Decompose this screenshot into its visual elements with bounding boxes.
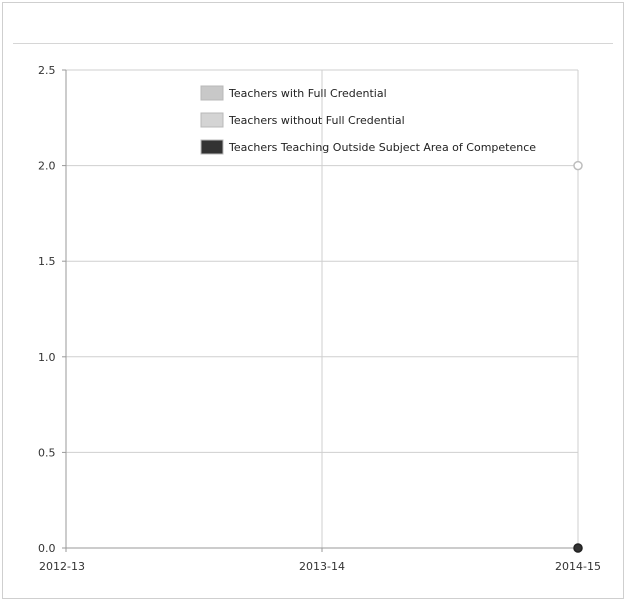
y-tick-label-2: 1.0	[38, 351, 56, 364]
legend-label-1: Teachers without Full Credential	[228, 114, 405, 127]
panel-header-divider	[13, 43, 613, 44]
y-tick-label-3: 1.5	[38, 255, 56, 268]
data-points	[573, 160, 583, 553]
legend-swatch-2	[200, 139, 224, 155]
legend-swatch-1	[200, 112, 224, 128]
legend-swatch-0	[200, 85, 224, 101]
x-tick-label-0: 2012-13	[39, 560, 85, 573]
y-tick-label-4: 2.0	[38, 160, 56, 173]
y-tick-label-0: 0.0	[38, 542, 56, 555]
legend: Teachers with Full Credential Teachers wi…	[200, 85, 536, 155]
x-tick-labels: 2012-13 2013-14 2014-15	[39, 560, 601, 573]
y-tick-labels: 0.0 0.5 1.0 1.5 2.0 2.5	[38, 64, 56, 555]
y-tick-label-5: 2.5	[38, 64, 56, 77]
legend-label-2: Teachers Teaching Outside Subject Area o…	[228, 141, 536, 154]
data-point-s0-2	[573, 160, 583, 171]
data-point-s2-2	[573, 543, 583, 553]
x-tick-label-1: 2013-14	[299, 560, 345, 573]
y-tick-label-1: 0.5	[38, 446, 56, 459]
x-tick-label-2: 2014-15	[555, 560, 601, 573]
legend-label-0: Teachers with Full Credential	[228, 87, 387, 100]
